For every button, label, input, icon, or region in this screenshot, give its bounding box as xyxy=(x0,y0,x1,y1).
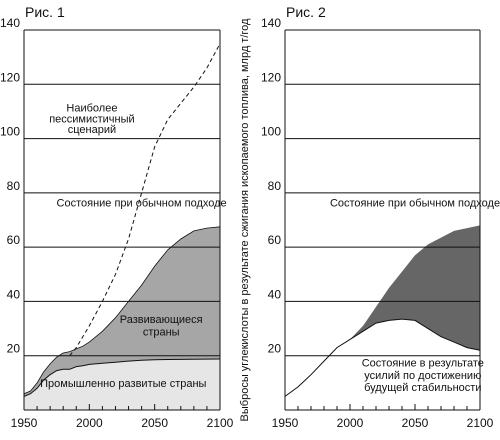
y-tick-label: 40 xyxy=(7,287,21,301)
annotation-label: будущей стабильности xyxy=(364,382,481,394)
y-tick-label: 100 xyxy=(0,125,20,139)
annotation-label: Развивающиеся xyxy=(120,314,203,326)
x-tick-label: 2000 xyxy=(76,416,103,430)
y-tick-label: 60 xyxy=(268,233,282,247)
line-pessimistic xyxy=(69,43,221,357)
y-tick-label: 20 xyxy=(7,342,21,356)
panel-title: Рис. 1 xyxy=(25,4,65,20)
area-developed xyxy=(24,359,220,410)
annotation-label: сценарий xyxy=(68,124,116,136)
x-tick-label: 1950 xyxy=(272,416,299,430)
line-developing xyxy=(23,226,221,395)
y-tick-label: 40 xyxy=(268,287,282,301)
annotation-label: Наиболее xyxy=(66,102,117,114)
area-gap xyxy=(337,225,480,351)
chart-panel-2: 1950 2000 2050 2100 20 40 60 80 100 120 140 Рис. 2 С… xyxy=(261,4,500,430)
annotation-label: пессимистичный xyxy=(49,113,134,125)
area-developing xyxy=(24,226,220,397)
y-tick-label: 120 xyxy=(261,70,281,84)
x-tick-label: 2050 xyxy=(402,416,429,430)
y-tick-label: 100 xyxy=(261,125,281,139)
y-axis-label: Выбросы углекислоты в результате сжигани… xyxy=(239,18,251,421)
annotation-label: страны xyxy=(143,326,180,338)
y-tick-label: 80 xyxy=(7,179,21,193)
x-tick-label: 1950 xyxy=(11,416,38,430)
line-stable xyxy=(284,318,481,397)
line-developed xyxy=(23,358,221,397)
y-tick-label: 80 xyxy=(268,179,282,193)
x-tick-label: 2000 xyxy=(337,416,364,430)
annotation-label: Состояние при обычном подходе xyxy=(330,197,500,209)
y-tick-label: 60 xyxy=(7,233,21,247)
y-tick-label: 20 xyxy=(268,342,282,356)
annotation-label: Состояние в результате xyxy=(362,358,484,370)
x-tick-label: 2100 xyxy=(467,416,494,430)
annotation-label: Состояние при обычном подходе xyxy=(57,197,227,209)
x-tick-label: 2100 xyxy=(207,416,234,430)
annotation-label: Промышленно развитые страны xyxy=(40,378,206,390)
y-tick-label: 140 xyxy=(0,16,20,30)
x-tick-label: 2050 xyxy=(141,416,168,430)
annotation-label: усилий по достижению xyxy=(364,370,481,382)
panel-title: Рис. 2 xyxy=(286,4,326,20)
y-tick-label: 120 xyxy=(0,70,20,84)
chart-panel-1: 1950 2000 2050 2100 20 40 60 80 100 120 140 Рис. 1 Н… xyxy=(0,4,234,430)
y-tick-label: 140 xyxy=(261,16,281,30)
